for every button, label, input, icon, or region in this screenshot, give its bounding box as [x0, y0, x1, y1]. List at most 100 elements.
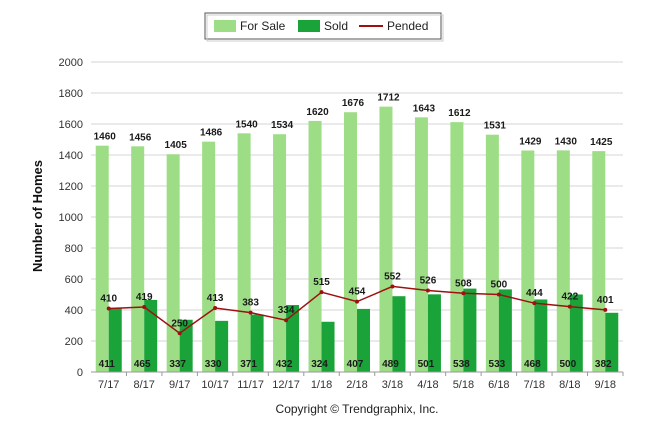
label-for-sale: 1456 [129, 132, 152, 143]
legend-swatch-for-sale [214, 20, 236, 32]
label-sold: 432 [276, 359, 293, 370]
bar-sold [108, 308, 122, 372]
bar-for-sale [450, 122, 464, 372]
pended-line-group [106, 284, 608, 336]
bar-sold [357, 308, 370, 372]
pended-point [213, 305, 218, 310]
y-tick-label: 1600 [59, 119, 83, 131]
bar-for-sale [414, 117, 428, 373]
pended-point [142, 305, 147, 310]
bar-sold [286, 305, 300, 372]
label-pended: 508 [455, 278, 472, 289]
y-tick-label: 1800 [59, 88, 83, 100]
bar-sold [179, 319, 193, 372]
bar-for-sale [202, 141, 216, 372]
bar-sold [605, 312, 619, 372]
label-pended: 500 [491, 280, 508, 291]
pended-point [461, 291, 466, 296]
bar-for-sale [485, 134, 499, 372]
bar-for-sale [95, 145, 109, 372]
label-sold: 489 [382, 359, 399, 370]
label-for-sale: 1430 [555, 136, 578, 147]
y-tick-label: 800 [65, 243, 83, 255]
pended-point [390, 284, 395, 289]
x-tick-label: 8/17 [133, 379, 154, 391]
pended-point [532, 301, 537, 306]
label-pended: 410 [100, 293, 117, 304]
x-axis-ticks: 7/17 8/17 9/17 10/17 11/17 12/17 1/18 2/18 3/18 4… [98, 372, 624, 391]
bar-for-sale [273, 134, 287, 372]
y-tick-label: 1200 [59, 181, 83, 193]
y-tick-label: 600 [65, 274, 83, 286]
label-sold: 407 [347, 359, 364, 370]
pended-point [425, 288, 430, 293]
pended-point [248, 310, 253, 315]
label-for-sale: 1460 [94, 132, 117, 143]
legend-label-pended: Pended [387, 19, 428, 33]
label-for-sale: 1534 [271, 120, 294, 131]
label-pended: 422 [561, 292, 578, 303]
bar-for-sale [521, 150, 535, 372]
x-tick-label: 10/17 [201, 379, 229, 391]
x-tick-label: 12/17 [272, 379, 300, 391]
label-for-sale: 1429 [519, 137, 542, 148]
label-for-sale: 1540 [235, 119, 258, 130]
label-sold: 324 [311, 359, 328, 370]
legend: For Sale Sold Pended [204, 12, 444, 42]
x-tick-label: 9/18 [595, 379, 616, 391]
bar-sold [463, 288, 477, 372]
x-tick-label: 2/18 [346, 379, 367, 391]
bar-sold [569, 294, 583, 372]
legend-label-for-sale: For Sale [240, 19, 286, 33]
y-tick-label: 1400 [59, 150, 83, 162]
label-sold: 533 [489, 359, 506, 370]
label-sold: 371 [240, 359, 257, 370]
pended-point [496, 292, 501, 297]
pended-point [106, 306, 111, 311]
label-for-sale: 1676 [342, 98, 365, 109]
bar-for-sale [166, 154, 180, 372]
y-tick-label: 400 [65, 305, 83, 317]
y-axis-title: Number of Homes [30, 160, 45, 272]
x-tick-label: 6/18 [488, 379, 509, 391]
x-tick-label: 9/17 [169, 379, 190, 391]
bar-sold [215, 320, 229, 372]
label-sold: 411 [99, 359, 116, 370]
y-tick-label: 200 [65, 336, 83, 348]
label-for-sale: 1425 [590, 137, 613, 148]
label-sold: 468 [524, 359, 541, 370]
pended-point [603, 307, 608, 312]
label-for-sale: 1531 [484, 121, 507, 132]
label-pended: 334 [278, 305, 295, 316]
x-tick-label: 1/18 [311, 379, 332, 391]
legend-label-sold: Sold [324, 19, 348, 33]
label-pended: 401 [597, 295, 614, 306]
label-pended: 419 [136, 292, 153, 303]
label-for-sale: 1405 [165, 140, 188, 151]
pended-point [177, 331, 182, 336]
legend-box [204, 12, 442, 40]
bar-for-sale [556, 150, 570, 372]
label-for-sale: 1486 [200, 128, 223, 139]
label-sold: 538 [453, 359, 470, 370]
bar-sold [427, 294, 441, 372]
copyright-footer: Copyright © Trendgraphix, Inc. [276, 402, 439, 416]
label-for-sale: 1643 [413, 103, 436, 114]
label-sold: 465 [134, 359, 151, 370]
bar-sold [144, 299, 158, 372]
x-tick-label: 8/18 [559, 379, 580, 391]
label-sold: 501 [418, 359, 435, 370]
label-pended: 526 [420, 275, 437, 286]
label-for-sale: 1712 [377, 93, 400, 104]
data-labels: 1460 411 1456 465 1405 337 1486 330 1540 371 1534 4… [94, 93, 614, 370]
x-tick-label: 5/18 [453, 379, 474, 391]
bar-sold [534, 299, 548, 372]
bar-sold [321, 321, 335, 372]
pended-point [284, 318, 289, 323]
label-pended: 444 [526, 288, 543, 299]
bar-for-sale [131, 146, 145, 372]
label-for-sale: 1612 [448, 108, 471, 119]
label-sold: 330 [205, 359, 222, 370]
x-tick-label: 4/18 [417, 379, 438, 391]
label-sold: 382 [595, 359, 612, 370]
